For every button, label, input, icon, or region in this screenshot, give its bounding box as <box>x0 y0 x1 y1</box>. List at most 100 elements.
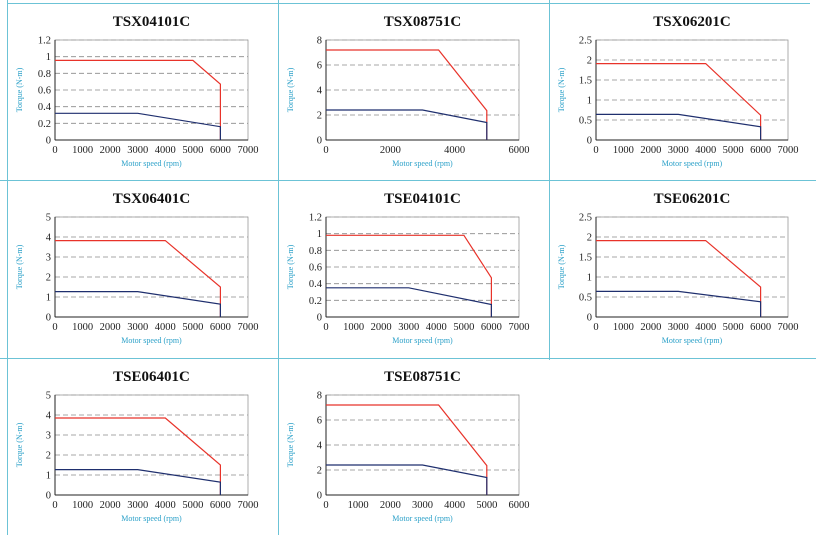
x-tick-label: 3000 <box>398 322 419 333</box>
continuous-torque-line <box>596 290 762 317</box>
y-tick-label: 0.8 <box>38 69 51 80</box>
x-axis-label: Motor speed (rpm) <box>121 336 182 345</box>
x-tick-label: 6000 <box>210 500 231 511</box>
y-tick-label: 1 <box>317 229 322 240</box>
x-tick-label: 5000 <box>453 322 474 333</box>
y-tick-label: 0.2 <box>309 296 322 307</box>
y-tick-label: 1.5 <box>579 76 592 87</box>
y-axis-label: Torque (N-m) <box>286 67 295 112</box>
x-tick-label: 2000 <box>380 145 401 156</box>
y-tick-label: 6 <box>317 416 322 427</box>
peak-torque-line <box>326 49 488 140</box>
y-axis-label: Torque (N-m) <box>557 244 566 289</box>
y-tick-label: 2 <box>317 111 322 122</box>
x-tick-label: 0 <box>52 500 57 511</box>
x-tick-label: 3000 <box>412 500 433 511</box>
x-tick-label: 1000 <box>348 500 369 511</box>
y-tick-label: 0 <box>317 491 322 502</box>
x-axis-label: Motor speed (rpm) <box>662 336 723 345</box>
chart-title: TSE04101C <box>384 191 461 207</box>
x-tick-label: 3000 <box>127 500 148 511</box>
y-tick-label: 0.4 <box>38 102 52 113</box>
y-tick-label: 8 <box>317 36 322 47</box>
y-tick-label: 2.5 <box>579 36 592 47</box>
x-tick-label: 1000 <box>613 145 634 156</box>
x-tick-label: 1000 <box>613 322 634 333</box>
x-tick-label: 7000 <box>778 145 799 156</box>
x-tick-label: 5000 <box>182 500 203 511</box>
peak-torque-line <box>596 62 762 140</box>
x-tick-label: 7000 <box>238 500 259 511</box>
x-tick-label: 3000 <box>668 322 689 333</box>
peak-torque-line <box>55 417 221 495</box>
divider-top <box>7 3 810 4</box>
y-tick-label: 1 <box>587 273 592 284</box>
y-tick-label: 0 <box>46 313 51 324</box>
y-tick-label: 0.5 <box>579 293 592 304</box>
x-axis-label: Motor speed (rpm) <box>662 159 723 168</box>
divider-h1 <box>0 180 816 181</box>
y-tick-label: 1.2 <box>38 36 51 47</box>
plot-frame <box>54 216 249 318</box>
chart-panel-2: TSX08751C 0 2 4 6 8 0 2000 4000 6000 Motor speed (… <box>279 4 549 180</box>
continuous-torque-line <box>326 109 488 140</box>
x-tick-label: 2000 <box>640 145 661 156</box>
x-tick-label: 4000 <box>695 145 716 156</box>
y-tick-label: 0.2 <box>38 119 51 130</box>
y-tick-label: 2 <box>46 451 51 462</box>
peak-torque-line <box>55 59 221 140</box>
x-tick-label: 4000 <box>155 322 176 333</box>
x-tick-label: 5000 <box>476 500 497 511</box>
continuous-torque-line <box>596 113 762 140</box>
x-tick-label: 0 <box>323 322 328 333</box>
y-tick-label: 2 <box>587 56 592 67</box>
y-tick-label: 8 <box>317 391 322 402</box>
y-tick-label: 5 <box>46 391 51 402</box>
divider-left <box>7 0 8 535</box>
x-axis-label: Motor speed (rpm) <box>121 514 182 523</box>
x-tick-label: 0 <box>593 322 598 333</box>
y-axis-label: Torque (N-m) <box>286 422 295 467</box>
y-tick-label: 1 <box>587 96 592 107</box>
chart-panel-5: TSE04101C 0 0.2 0.4 0.6 0.8 1 1.2 0 1000 2000 3000 4… <box>279 181 549 358</box>
y-tick-label: 1.5 <box>579 253 592 264</box>
x-tick-label: 2000 <box>100 322 121 333</box>
x-tick-label: 0 <box>323 500 328 511</box>
x-tick-label: 0 <box>593 145 598 156</box>
x-tick-label: 4000 <box>426 322 447 333</box>
chart-title: TSX06201C <box>653 14 731 30</box>
x-tick-label: 7000 <box>238 145 259 156</box>
x-tick-label: 3000 <box>127 322 148 333</box>
continuous-torque-line <box>326 464 488 495</box>
x-tick-label: 6000 <box>509 145 530 156</box>
chart-title: TSE06401C <box>113 369 190 385</box>
y-tick-label: 0.5 <box>579 116 592 127</box>
chart-svg: TSX06201C 0 0.5 1 1.5 2 2.5 0 1000 2000 3000 4000 50… <box>557 14 799 168</box>
plot-frame <box>595 39 789 141</box>
x-tick-label: 4000 <box>444 500 465 511</box>
x-tick-label: 2000 <box>640 322 661 333</box>
divider-h2 <box>0 358 816 359</box>
y-axis-label: Torque (N-m) <box>15 422 24 467</box>
y-axis-label: Torque (N-m) <box>557 67 566 112</box>
y-tick-label: 1 <box>46 52 51 63</box>
x-tick-label: 3000 <box>668 145 689 156</box>
x-tick-label: 6000 <box>481 322 502 333</box>
x-tick-label: 0 <box>52 145 57 156</box>
y-tick-label: 4 <box>46 233 52 244</box>
y-tick-label: 0 <box>46 491 51 502</box>
y-tick-label: 1.2 <box>309 213 322 224</box>
y-tick-label: 0.8 <box>309 246 322 257</box>
continuous-torque-line <box>55 290 221 317</box>
x-tick-label: 7000 <box>509 322 530 333</box>
y-tick-label: 2 <box>587 233 592 244</box>
chart-panel-7: TSE06401C 0 1 2 3 4 5 0 1000 2000 3000 4000 5000 6000… <box>8 359 278 535</box>
x-tick-label: 1000 <box>343 322 364 333</box>
y-axis-label: Torque (N-m) <box>286 244 295 289</box>
x-tick-label: 6000 <box>750 145 771 156</box>
chart-svg: TSE08751C 0 2 4 6 8 0 1000 2000 3000 4000 5000 6000 M… <box>286 369 530 523</box>
x-tick-label: 6000 <box>509 500 530 511</box>
chart-svg: TSX04101C 0 0.2 0.4 0.6 0.8 1 1.2 0 1000 2000 3000 4… <box>15 14 259 168</box>
y-tick-label: 1 <box>46 293 51 304</box>
